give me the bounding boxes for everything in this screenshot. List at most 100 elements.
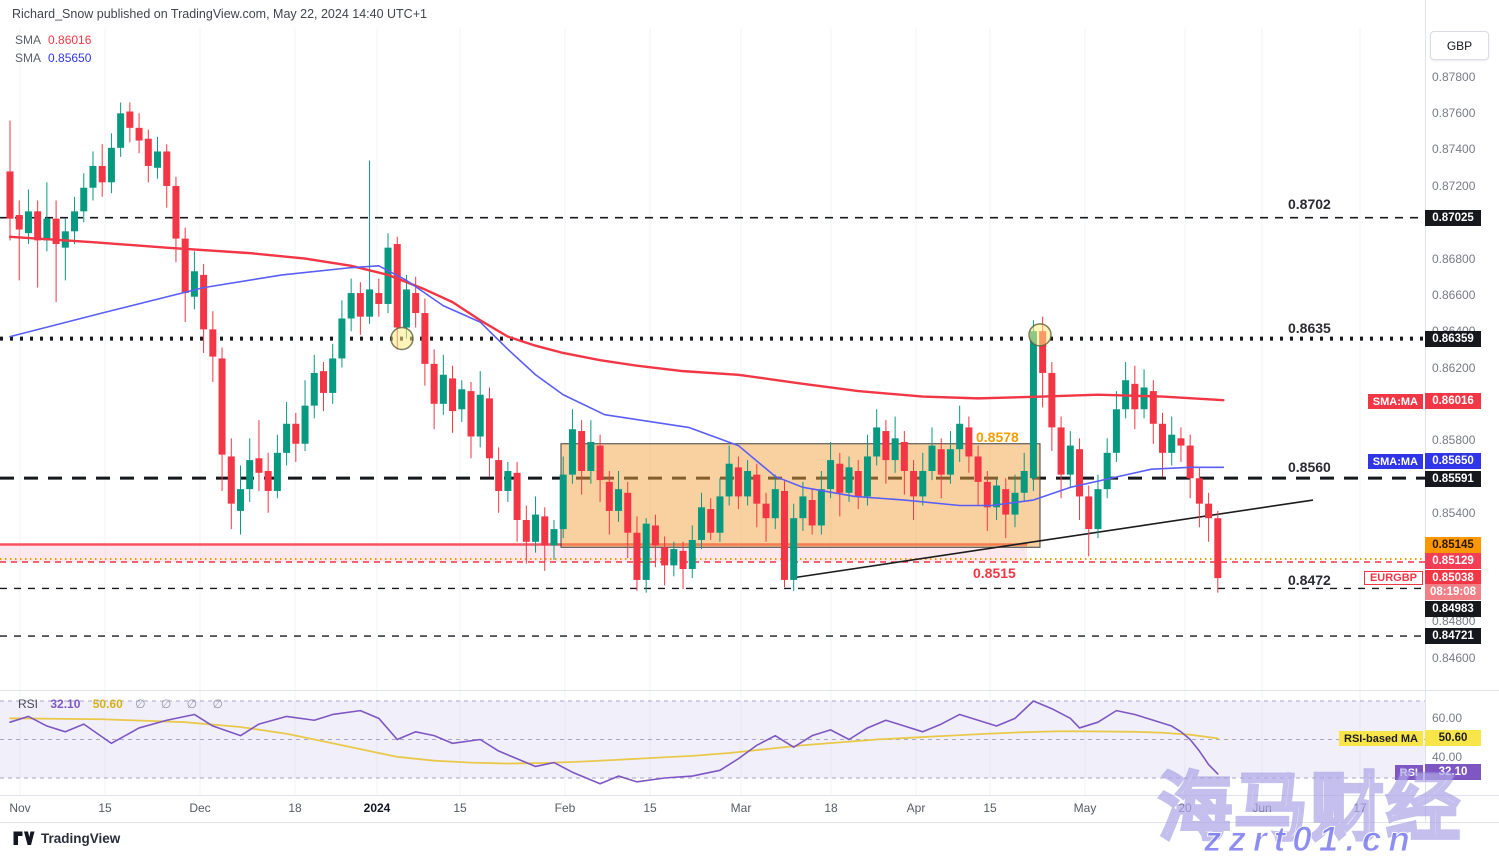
sma-slow-legend-row[interactable]: SMA 0.86016 — [15, 31, 98, 49]
time-axis-tick[interactable]: Feb — [554, 801, 576, 815]
candle-body — [1011, 492, 1019, 515]
candle-body — [154, 151, 162, 168]
level-price-text[interactable]: 0.8578 — [976, 429, 1019, 445]
price-axis-tick: 0.86600 — [1432, 288, 1476, 302]
candle-body — [661, 547, 669, 566]
rsi-line-tag[interactable]: RSI-based MA — [1339, 731, 1423, 746]
rsi-line-tag[interactable]: RSI — [1394, 765, 1423, 780]
time-axis-tick[interactable]: May — [1073, 801, 1097, 815]
price-axis-label[interactable]: 0.85650 — [1425, 453, 1481, 469]
candle-body — [209, 329, 217, 357]
time-axis-tick[interactable]: 15 — [983, 801, 997, 815]
pane-separator-main-rsi[interactable] — [0, 690, 1499, 691]
price-axis-label[interactable]: 0.86359 — [1425, 331, 1481, 347]
pink-zone — [0, 544, 1027, 562]
currency-unit-button[interactable]: GBP — [1430, 31, 1489, 60]
price-axis-label[interactable]: 0.85129 — [1425, 553, 1481, 569]
candle-body — [144, 138, 152, 166]
candle-body — [956, 423, 964, 450]
level-price-text[interactable]: 0.8560 — [1288, 459, 1331, 475]
candle-body — [780, 490, 788, 580]
indicator-legend: SMA 0.86016 SMA 0.85650 — [15, 31, 98, 67]
time-axis-tick[interactable]: 18 — [288, 801, 302, 815]
candle-body — [1039, 331, 1047, 373]
candle-body — [891, 438, 899, 461]
time-axis-tick[interactable]: Jun — [1252, 801, 1272, 815]
level-price-text[interactable]: 0.8635 — [1288, 320, 1331, 336]
tradingview-logo[interactable]: TradingView — [13, 831, 120, 846]
pane-separator-rsi-time — [0, 795, 1499, 796]
price-axis-label[interactable]: 0.87025 — [1425, 210, 1481, 226]
candle-body — [449, 378, 457, 412]
sma-fast-line — [9, 265, 1225, 507]
candle-body — [172, 185, 180, 239]
price-axis-border[interactable] — [1425, 0, 1426, 822]
time-axis-tick[interactable]: 18 — [824, 801, 838, 815]
candle-body — [319, 371, 327, 393]
candle-body — [799, 496, 807, 519]
rsi-axis-label[interactable]: 50.60 — [1425, 730, 1481, 746]
candle-body — [541, 516, 549, 546]
sma-fast-value: 0.85650 — [48, 51, 92, 65]
candle-body — [596, 445, 604, 481]
candle-body — [329, 358, 337, 393]
level-price-text[interactable]: 0.8702 — [1288, 196, 1331, 212]
price-axis-tick: 0.87600 — [1432, 106, 1476, 120]
candle-body — [135, 127, 143, 141]
candle-body — [1057, 427, 1065, 475]
time-axis-tick[interactable]: 2024 — [363, 801, 391, 815]
rsi-legend[interactable]: RSI 32.10 50.60 ∅ ∅ ∅ ∅ — [18, 697, 238, 711]
candle-body — [928, 445, 936, 471]
time-axis-tick[interactable]: Dec — [189, 801, 211, 815]
rsi-empty-params: ∅ ∅ ∅ ∅ — [135, 697, 229, 711]
level-price-text[interactable]: 0.8515 — [973, 565, 1016, 581]
price-line-tag[interactable]: SMA:MA — [1367, 394, 1423, 409]
candle-body — [6, 171, 14, 219]
price-line-tag[interactable]: SMA:MA — [1367, 454, 1423, 469]
candle-body — [1094, 489, 1102, 530]
candle-body — [237, 489, 244, 511]
candle-body — [532, 514, 540, 542]
candle-body — [910, 470, 918, 497]
time-axis-tick[interactable]: Nov — [9, 801, 31, 815]
candle-body — [255, 458, 263, 473]
price-axis-label[interactable]: 0.86016 — [1425, 393, 1481, 409]
candle-body — [1029, 331, 1037, 479]
price-axis-label[interactable]: 0.85038 — [1425, 570, 1481, 586]
candle-body — [458, 389, 466, 410]
candle-body — [578, 431, 586, 471]
level-price-text[interactable]: 0.8472 — [1288, 572, 1331, 588]
price-axis-tick: 0.85800 — [1432, 433, 1476, 447]
time-axis-tick[interactable]: 15 — [643, 801, 657, 815]
candle-body — [347, 293, 355, 319]
price-line-tag[interactable]: EURGBP — [1363, 571, 1423, 585]
candle-body — [587, 441, 595, 471]
time-axis-tick[interactable]: 20 — [1178, 801, 1192, 815]
candle-body — [642, 523, 650, 580]
rsi-axis-label[interactable]: 32.10 — [1425, 764, 1481, 780]
candle-body — [698, 507, 705, 540]
sma-fast-legend-row[interactable]: SMA 0.85650 — [15, 49, 98, 67]
price-axis-label[interactable]: 0.85145 — [1425, 537, 1481, 553]
candle-body — [264, 470, 272, 491]
candle-body — [366, 289, 374, 317]
candle-body — [790, 518, 798, 580]
time-axis-tick[interactable]: 17 — [1353, 801, 1367, 815]
candle-body — [983, 481, 991, 508]
candle-body — [919, 470, 927, 497]
time-axis-tick[interactable]: 15 — [453, 801, 467, 815]
tradingview-logo-icon — [13, 831, 35, 845]
price-axis-label[interactable]: 0.84983 — [1425, 601, 1481, 617]
sma-fast-label: SMA — [15, 51, 42, 65]
price-axis-label[interactable]: 0.85591 — [1425, 471, 1481, 487]
candle-body — [624, 492, 632, 533]
price-axis-label[interactable]: 0.84721 — [1425, 628, 1481, 644]
time-axis-tick[interactable]: Mar — [730, 801, 752, 815]
candle-body — [550, 529, 558, 546]
price-axis-label[interactable]: 08:19:08 — [1425, 584, 1481, 600]
candle-body — [845, 467, 853, 493]
time-axis-tick[interactable]: 15 — [98, 801, 112, 815]
time-axis-tick[interactable]: Apr — [906, 801, 926, 815]
candle-body — [900, 441, 908, 471]
